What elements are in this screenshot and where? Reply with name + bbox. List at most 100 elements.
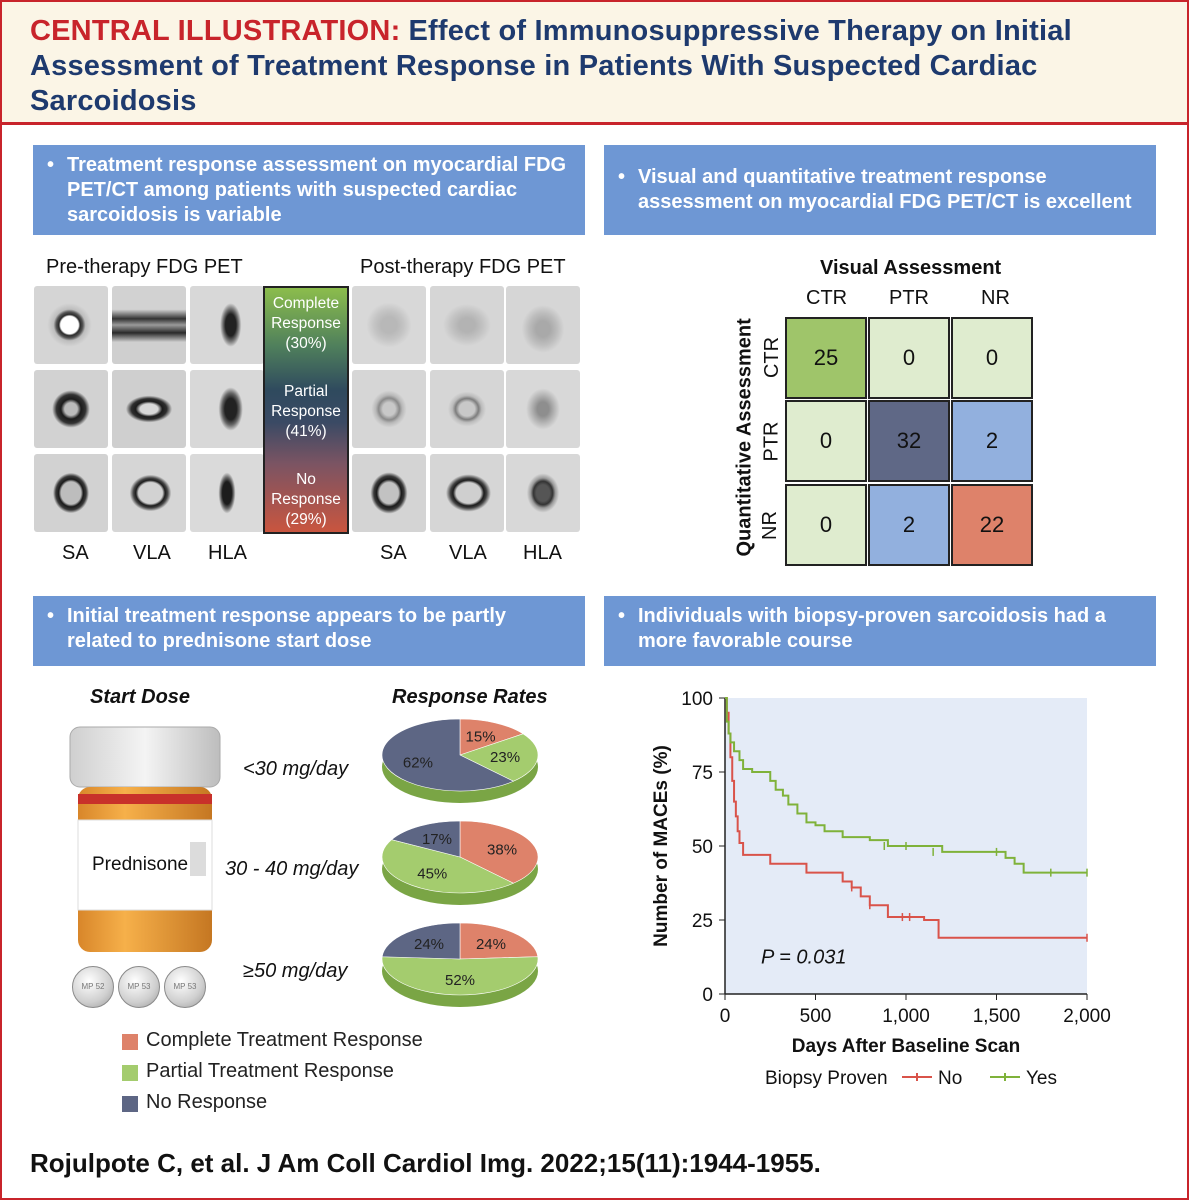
scale-line: Complete xyxy=(272,295,340,312)
y-axis-title: Number of MACEs (%) xyxy=(651,745,672,947)
scale-line: Partial xyxy=(284,383,328,400)
view-label: SA xyxy=(380,542,407,564)
pie-label: 45% xyxy=(417,865,447,882)
series-line xyxy=(725,697,1087,874)
scale-line: No xyxy=(296,471,316,488)
matrix-cell: 0 xyxy=(951,317,1033,399)
pet-image xyxy=(430,286,504,364)
pie-slice xyxy=(459,820,539,884)
start-dose-title: Start Dose xyxy=(90,686,191,708)
matrix-cell: 2 xyxy=(868,484,950,566)
matrix-row-label: CTR xyxy=(761,336,784,379)
dose-label: 30 - 40 mg/day xyxy=(225,858,359,880)
bullet: • xyxy=(618,166,626,188)
pie-slice xyxy=(459,718,524,756)
pet-image xyxy=(352,286,426,364)
pet-image xyxy=(506,370,580,448)
pie-slice xyxy=(381,956,539,996)
legend-swatch xyxy=(122,1065,138,1081)
view-label: HLA xyxy=(208,542,247,564)
x-axis-title: Days After Baseline Scan xyxy=(792,1036,1020,1057)
legend-none: No Response xyxy=(122,1091,268,1114)
response-pies: 15% 23% 62% 38% 45% 17% 24% 52% 24% xyxy=(381,718,539,1007)
legend-label: Partial Treatment Response xyxy=(146,1060,394,1082)
legend-entry: Yes xyxy=(1026,1068,1057,1089)
legend-swatch xyxy=(122,1034,138,1050)
scale-line: Response xyxy=(271,491,341,508)
pet-image xyxy=(352,454,426,532)
x-tick-label: 1,500 xyxy=(973,1006,1021,1027)
pill-icon: MP 53 xyxy=(118,966,160,1008)
y-tick-label: 25 xyxy=(692,911,713,932)
pie-slice xyxy=(381,839,515,894)
matrix-title: Visual Assessment xyxy=(820,257,1002,279)
bullet: • xyxy=(47,154,55,176)
response-scale-bar: Complete Response (30%) Partial Response… xyxy=(263,286,349,534)
post-therapy-title: Post-therapy FDG PET xyxy=(360,256,566,278)
x-tick-label: 0 xyxy=(720,1006,731,1027)
legend-complete: Complete Treatment Response xyxy=(122,1029,423,1052)
response-rates-title: Response Rates xyxy=(392,686,548,708)
scale-none: No Response (29%) xyxy=(265,470,347,530)
panel-text: Initial treatment response appears to be… xyxy=(67,605,507,652)
y-tick-label: 50 xyxy=(692,837,713,858)
matrix-cell: 2 xyxy=(951,400,1033,482)
view-label: SA xyxy=(62,542,89,564)
x-tick-label: 2,000 xyxy=(1063,1006,1111,1027)
pie-slice xyxy=(391,820,461,858)
bullet: • xyxy=(47,605,55,627)
panel-header-top-left: • Treatment response assessment on myoca… xyxy=(33,145,585,235)
citation: Rojulpote C, et al. J Am Coll Cardiol Im… xyxy=(30,1148,821,1178)
matrix-cell: 0 xyxy=(868,317,950,399)
pie-label: 23% xyxy=(490,749,520,766)
view-label: VLA xyxy=(133,542,171,564)
scale-pct: (41%) xyxy=(285,423,327,440)
bullet: • xyxy=(618,605,626,627)
legend-entry: No xyxy=(938,1068,962,1089)
pet-image xyxy=(112,370,186,448)
legend-partial: Partial Treatment Response xyxy=(122,1060,394,1083)
pie-label: 38% xyxy=(487,841,517,858)
pet-image xyxy=(34,454,108,532)
header-lead: CENTRAL ILLUSTRATION: xyxy=(30,15,401,47)
legend-swatch xyxy=(122,1096,138,1112)
matrix-row-label: PTR xyxy=(760,421,783,462)
scale-line: Response xyxy=(271,403,341,420)
series-line xyxy=(725,697,1087,939)
pie-slice xyxy=(381,718,515,792)
matrix-cell: 0 xyxy=(785,400,867,482)
matrix-cell: 0 xyxy=(785,484,867,566)
pill-icon: MP 53 xyxy=(164,966,206,1008)
panel-text: Treatment response assessment on myocard… xyxy=(67,154,567,226)
pre-therapy-title: Pre-therapy FDG PET xyxy=(46,256,243,278)
prednisone-bottle-icon xyxy=(69,726,221,952)
pie-slice xyxy=(459,922,539,960)
matrix-row-label: NR xyxy=(758,511,781,540)
scale-pct: (30%) xyxy=(285,335,327,352)
km-chart: 0 500 1,000 1,500 2,000 0 25 50 75 100 Days After … xyxy=(651,689,1111,1089)
pie-slice xyxy=(381,922,461,960)
pie-label: 15% xyxy=(466,728,496,745)
legend-label: No Response xyxy=(146,1091,268,1113)
pet-image xyxy=(506,286,580,364)
scale-complete: Complete Response (30%) xyxy=(265,294,347,354)
matrix-col-label: PTR xyxy=(889,287,929,309)
view-label: VLA xyxy=(449,542,487,564)
x-tick-label: 1,000 xyxy=(882,1006,930,1027)
y-tick-label: 100 xyxy=(681,689,713,710)
pie-label: 17% xyxy=(422,831,452,848)
pet-image xyxy=(190,370,264,448)
matrix-cell: 32 xyxy=(868,400,950,482)
pie-label: 24% xyxy=(414,936,444,953)
panel-header-bottom-left: • Initial treatment response appears to … xyxy=(33,596,585,666)
panel-header-bottom-right: • Individuals with biopsy-proven sarcoid… xyxy=(604,596,1156,666)
panel-text: Individuals with biopsy-proven sarcoidos… xyxy=(638,605,1106,652)
pie-label: 62% xyxy=(403,755,433,772)
scale-pct: (29%) xyxy=(285,511,327,528)
scale-line: Response xyxy=(271,315,341,332)
pie-label: 52% xyxy=(445,972,475,989)
pet-image xyxy=(34,370,108,448)
header-title: Effect of Immunosuppressive Therapy on I… xyxy=(30,15,1072,117)
matrix-col-label: NR xyxy=(981,287,1010,309)
